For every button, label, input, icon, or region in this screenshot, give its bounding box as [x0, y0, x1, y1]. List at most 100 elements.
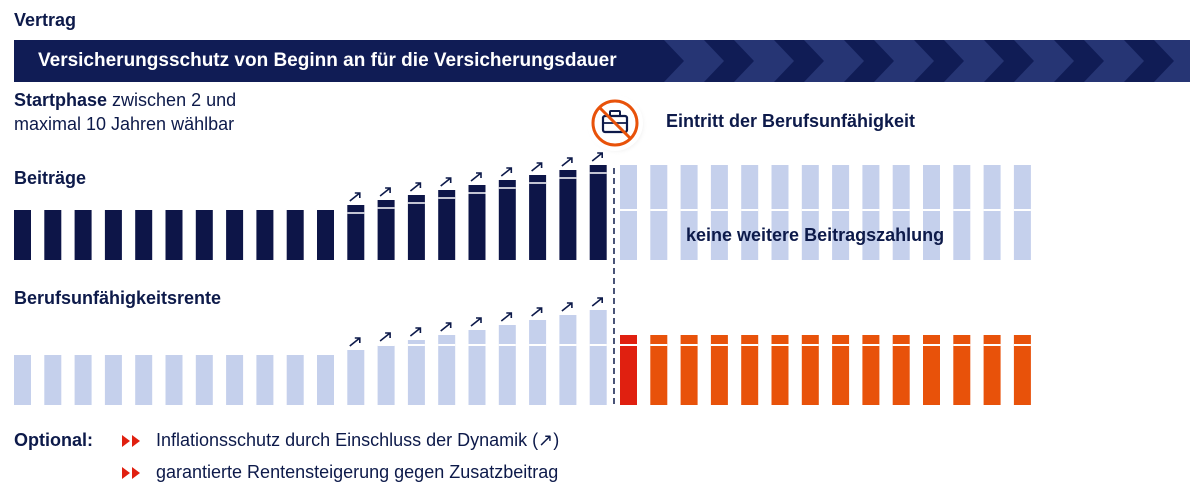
beitrag-bar: [14, 210, 31, 260]
rente-bar: [589, 310, 607, 405]
rente-bar: [468, 330, 486, 405]
rente-bar: [741, 335, 759, 405]
dynamic-arrow-icon: [500, 312, 513, 322]
beitrag-bar: [74, 210, 92, 260]
rente-bar: [135, 355, 153, 405]
banner-text: Versicherungsschutz von Beginn an für di…: [38, 50, 617, 71]
startphase-rest: zwischen 2 und: [107, 90, 237, 110]
rente-bar: [347, 350, 365, 405]
double-arrow-icon: [122, 434, 140, 447]
beitrag-bar: [317, 210, 334, 260]
beitrag-bar: [407, 195, 425, 260]
rente-bar: [407, 340, 425, 405]
beitraege-label: Beiträge: [14, 168, 87, 188]
rente-bar: [559, 315, 577, 405]
rente-bar: [680, 335, 698, 405]
dynamic-arrow-icon: [591, 297, 603, 307]
dynamic-arrow-icon: [531, 307, 543, 317]
rente-bar: [377, 345, 395, 405]
dynamic-arrow-icon: [591, 152, 603, 162]
beitrag-bar: [983, 165, 1001, 260]
beitrag-bar: [377, 200, 395, 260]
no-briefcase-icon: [586, 94, 648, 156]
beitrag-bar: [801, 165, 819, 260]
rente-bar: [104, 355, 122, 405]
rente-bar: [832, 335, 850, 405]
no-payment-text: keine weitere Beitragszahlung: [686, 225, 945, 245]
startphase-bold: Startphase: [14, 90, 108, 110]
beitrag-bar: [589, 165, 607, 260]
optional-item-text: Inflationsschutz durch Einschluss der Dy…: [156, 430, 560, 450]
timeline-chart: [14, 152, 1031, 408]
beitrag-bar: [256, 210, 274, 260]
beitrag-bar: [135, 210, 153, 260]
beitrag-bar: [620, 165, 637, 260]
beitrag-bar: [438, 190, 456, 260]
contract-title: Vertrag: [14, 10, 77, 30]
beitrag-bar: [195, 210, 213, 260]
dynamic-arrow-icon: [500, 167, 513, 177]
beitrag-bar: [468, 185, 486, 260]
beitrag-bar: [680, 165, 698, 260]
rente-bar: [892, 335, 910, 405]
dynamic-arrow-icon: [409, 182, 422, 192]
dynamic-arrow-icon: [440, 322, 452, 332]
event-label: Eintritt der Berufsunfähigkeit: [666, 111, 916, 131]
rente-label: Berufsunfähigkeitsrente: [14, 288, 222, 308]
dynamic-arrow-icon: [561, 302, 573, 312]
rente-bar: [498, 325, 516, 405]
rente-bar: [195, 355, 213, 405]
beitrag-bar: [498, 180, 516, 260]
beitrag-bar: [529, 175, 547, 260]
dynamic-arrow-icon: [409, 327, 422, 337]
optional-item-inflation: Inflationsschutz durch Einschluss der Dy…: [122, 430, 559, 451]
dynamic-arrow-icon: [561, 157, 573, 167]
rente-bar: [256, 355, 274, 405]
rente-bar: [862, 335, 880, 405]
rente-bar: [801, 335, 819, 405]
dynamic-arrow-icon: [379, 332, 391, 342]
beitrag-bar: [771, 165, 789, 260]
startphase-line2: maximal 10 Jahren wählbar: [14, 114, 235, 134]
rente-bar: [650, 335, 668, 405]
rente-bar: [74, 355, 92, 405]
rente-bar: [44, 355, 62, 405]
optional-item-guarantee: garantierte Rentensteigerung gegen Zusat…: [122, 462, 558, 483]
dynamic-arrow-icon: [531, 162, 543, 172]
rente-bar: [14, 355, 31, 405]
beitrag-bar: [650, 165, 668, 260]
rente-bar: [923, 335, 940, 405]
dynamic-arrow-icon: [470, 172, 482, 182]
beitrag-bar: [347, 205, 365, 260]
beitrag-bar: [923, 165, 940, 260]
rente-bar: [529, 320, 547, 405]
beitrag-bar: [1013, 165, 1031, 260]
beitrag-bar: [892, 165, 910, 260]
beitrag-bar: [44, 210, 62, 260]
beitrag-bar: [710, 165, 728, 260]
dynamic-arrow-icon: [470, 317, 482, 327]
beitrag-bar: [165, 210, 183, 260]
double-arrow-icon: [122, 466, 140, 479]
beitrag-bar: [559, 170, 577, 260]
startphase-text: Startphase zwischen 2 und maximal 10 Jah…: [14, 88, 236, 136]
beitrag-bar: [286, 210, 304, 260]
beitrag-bar: [226, 210, 244, 260]
rente-bar: [286, 355, 304, 405]
rente-bar: [165, 355, 183, 405]
rente-bar: [953, 335, 971, 405]
beitrag-bar: [862, 165, 880, 260]
coverage-banner: [14, 40, 1190, 82]
dynamic-arrow-icon: [379, 187, 391, 197]
dynamic-arrow-icon: [440, 177, 452, 187]
rente-bar: [226, 355, 244, 405]
rente-bar: [983, 335, 1001, 405]
optional-label: Optional:: [14, 430, 93, 450]
beitrag-bar: [953, 165, 971, 260]
dynamic-arrow-icon: [349, 337, 361, 347]
rente-bar: [620, 335, 637, 405]
optional-item-text: garantierte Rentensteigerung gegen Zusat…: [156, 462, 559, 482]
dynamic-arrow-icon: [349, 192, 361, 202]
rente-bar: [1013, 335, 1031, 405]
rente-bar: [317, 355, 334, 405]
